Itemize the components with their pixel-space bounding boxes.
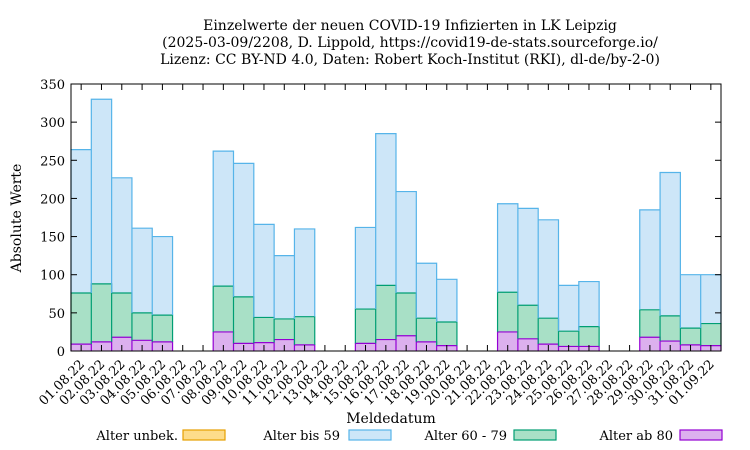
bar-alter-bis-59-05.08.22 bbox=[152, 236, 173, 316]
chart-title-line-1: Einzelwerte der neuen COVID-19 Infiziert… bbox=[203, 18, 617, 34]
bar-alter-bis-59-30.08.22 bbox=[660, 172, 681, 316]
bar-alter-bis-59-25.08.22 bbox=[558, 285, 579, 332]
bar-alter-60-79-24.08.22 bbox=[538, 318, 559, 345]
y-tick-label-50: 50 bbox=[48, 307, 65, 322]
bar-alter-bis-59-19.08.22 bbox=[436, 279, 457, 323]
bar-alter-60-79-10.08.22 bbox=[253, 317, 275, 343]
bar-alter-bis-59-18.08.22 bbox=[416, 263, 437, 319]
bar-alter-60-79-01.08.22 bbox=[71, 293, 92, 345]
legend-label-alter-bis-59: Alter bis 59 bbox=[262, 429, 340, 444]
bar-alter-bis-59-22.08.22 bbox=[497, 203, 518, 293]
bar-alter-60-79-04.08.22 bbox=[131, 312, 153, 341]
bar-alter-60-79-18.08.22 bbox=[416, 318, 437, 342]
bar-alter-bis-59-03.08.22 bbox=[111, 177, 132, 294]
bar-alter-bis-59-29.08.22 bbox=[639, 209, 661, 310]
y-tick-label-0: 0 bbox=[57, 345, 65, 360]
bars-group bbox=[70, 98, 722, 351]
legend-swatch-alter-ab-80 bbox=[679, 429, 723, 441]
bar-alter-ab-80-03.08.22 bbox=[111, 337, 132, 351]
legend-label-alter-unbek: Alter unbek. bbox=[95, 429, 178, 444]
y-tick-label-100: 100 bbox=[40, 269, 65, 284]
axes-group: 05010015020025030035001.08.2202.08.2203.… bbox=[36, 78, 722, 409]
bar-alter-60-79-25.08.22 bbox=[558, 331, 579, 347]
y-tick-label-350: 350 bbox=[40, 78, 65, 93]
bar-alter-bis-59-02.08.22 bbox=[91, 99, 112, 284]
bar-alter-60-79-02.08.22 bbox=[91, 283, 112, 342]
bar-alter-ab-80-08.08.22 bbox=[213, 331, 234, 351]
bar-alter-60-79-17.08.22 bbox=[396, 293, 417, 336]
bar-alter-bis-59-12.08.22 bbox=[294, 228, 315, 317]
outline-alter-60-79 bbox=[70, 283, 722, 347]
bar-alter-60-79-03.08.22 bbox=[111, 293, 132, 338]
bar-alter-bis-59-16.08.22 bbox=[375, 133, 396, 286]
bar-alter-bis-59-23.08.22 bbox=[517, 208, 539, 306]
bar-alter-ab-80-23.08.22 bbox=[517, 338, 539, 351]
bar-alter-60-79-01.09.22 bbox=[700, 323, 721, 346]
bar-alter-60-79-15.08.22 bbox=[355, 309, 376, 344]
y-tick-label-150: 150 bbox=[40, 231, 65, 246]
bar-alter-60-79-29.08.22 bbox=[639, 309, 661, 338]
legend: Alter unbek. Alter bis 59 Alter 60 - 79 Alt… bbox=[95, 429, 723, 444]
bar-alter-bis-59-31.08.22 bbox=[680, 274, 701, 329]
legend-swatch-alter-unbek bbox=[182, 429, 226, 441]
y-tick-label-200: 200 bbox=[40, 192, 65, 207]
x-axis-label: Meldedatum bbox=[346, 411, 436, 427]
legend-swatch-alter-bis-59 bbox=[348, 429, 392, 441]
chart-title-line-3: Lizenz: CC BY-ND 4.0, Daten: Robert Koch… bbox=[160, 52, 660, 68]
bar-alter-60-79-11.08.22 bbox=[274, 318, 295, 340]
bar-alter-bis-59-15.08.22 bbox=[355, 227, 376, 310]
chart-title-line-2: (2025-03-09/2208, D. Lippold, https://co… bbox=[162, 35, 658, 51]
bar-alter-60-79-05.08.22 bbox=[152, 315, 173, 342]
bar-alter-60-79-09.08.22 bbox=[233, 296, 254, 344]
bar-alter-60-79-30.08.22 bbox=[660, 315, 681, 342]
bar-alter-60-79-31.08.22 bbox=[680, 328, 701, 345]
bar-alter-60-79-26.08.22 bbox=[578, 326, 600, 347]
bar-alter-60-79-12.08.22 bbox=[294, 316, 315, 345]
legend-swatch-alter-60-79 bbox=[513, 429, 557, 441]
bar-alter-60-79-22.08.22 bbox=[497, 292, 518, 332]
y-tick-label-250: 250 bbox=[40, 154, 65, 169]
bar-alter-ab-80-17.08.22 bbox=[396, 335, 417, 351]
plot-frame bbox=[70, 83, 722, 352]
bar-alter-ab-80-22.08.22 bbox=[497, 331, 518, 351]
bar-alter-bis-59-04.08.22 bbox=[131, 228, 153, 313]
bar-alter-bis-59-17.08.22 bbox=[396, 191, 417, 294]
outline-alter-bis-59 bbox=[70, 98, 722, 332]
bar-alter-60-79-16.08.22 bbox=[375, 285, 396, 340]
bar-alter-60-79-23.08.22 bbox=[517, 305, 539, 339]
bar-alter-bis-59-09.08.22 bbox=[233, 163, 254, 297]
bar-alter-60-79-08.08.22 bbox=[213, 286, 234, 332]
y-axis-label: Absolute Werte bbox=[9, 164, 25, 274]
bar-alter-bis-59-26.08.22 bbox=[578, 281, 600, 327]
bar-alter-60-79-19.08.22 bbox=[436, 322, 457, 346]
bar-alter-ab-80-29.08.22 bbox=[639, 337, 661, 351]
bar-alter-bis-59-24.08.22 bbox=[538, 219, 559, 319]
legend-label-alter-60-79: Alter 60 - 79 bbox=[423, 429, 507, 444]
bar-alter-bis-59-10.08.22 bbox=[253, 224, 275, 318]
bar-alter-bis-59-08.08.22 bbox=[213, 151, 234, 287]
bar-alter-bis-59-11.08.22 bbox=[274, 255, 295, 319]
bar-alter-bis-59-01.09.22 bbox=[700, 274, 721, 324]
legend-label-alter-ab-80: Alter ab 80 bbox=[598, 429, 673, 444]
y-tick-label-300: 300 bbox=[40, 116, 65, 131]
bar-alter-bis-59-01.08.22 bbox=[71, 149, 92, 294]
